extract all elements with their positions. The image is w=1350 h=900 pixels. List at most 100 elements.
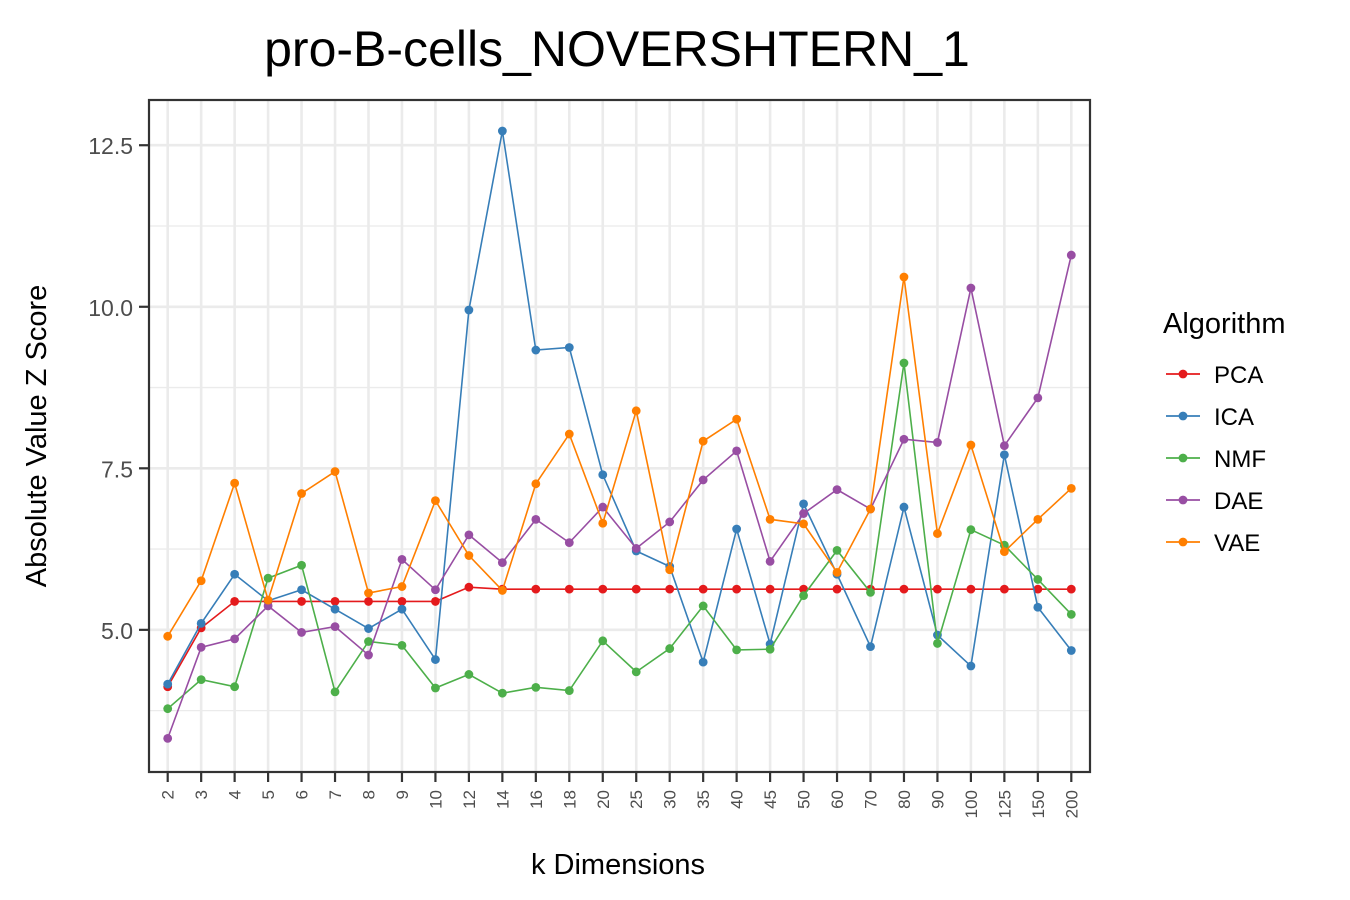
data-point bbox=[933, 529, 942, 538]
data-point bbox=[732, 524, 742, 534]
data-point bbox=[765, 514, 775, 524]
x-tick-label: 90 bbox=[928, 790, 947, 809]
plot-background bbox=[149, 100, 1090, 772]
data-point bbox=[966, 584, 976, 594]
data-point bbox=[732, 584, 742, 594]
data-point bbox=[866, 504, 875, 514]
data-point bbox=[196, 675, 206, 684]
data-point bbox=[1066, 609, 1076, 619]
data-point bbox=[598, 518, 608, 528]
data-point bbox=[999, 441, 1009, 451]
y-tick-label: 12.5 bbox=[88, 133, 133, 159]
data-point bbox=[732, 645, 742, 655]
data-point bbox=[631, 584, 641, 594]
data-point bbox=[431, 496, 440, 506]
x-tick-label: 6 bbox=[293, 790, 312, 799]
data-point bbox=[564, 686, 574, 695]
data-point bbox=[999, 547, 1009, 557]
data-point bbox=[230, 597, 240, 606]
data-point bbox=[799, 591, 808, 600]
data-point bbox=[263, 573, 273, 583]
data-point bbox=[1033, 514, 1043, 524]
data-point bbox=[531, 514, 541, 524]
data-point bbox=[431, 597, 440, 606]
data-point bbox=[431, 655, 440, 664]
x-tick-label: 7 bbox=[326, 790, 345, 799]
legend-label: NMF bbox=[1214, 446, 1266, 473]
data-point bbox=[163, 734, 173, 743]
data-point bbox=[1066, 646, 1076, 655]
data-point bbox=[464, 305, 474, 315]
data-point bbox=[163, 704, 173, 714]
y-tick-label: 5.0 bbox=[101, 618, 133, 644]
data-point bbox=[832, 545, 842, 555]
data-point bbox=[364, 650, 373, 660]
y-tick-label: 7.5 bbox=[101, 456, 133, 482]
series-line bbox=[166, 130, 1072, 685]
data-point bbox=[297, 597, 306, 606]
data-point bbox=[732, 446, 742, 456]
data-point bbox=[1033, 393, 1043, 403]
series-vae bbox=[163, 272, 1076, 641]
x-tick-label: 3 bbox=[192, 790, 211, 799]
y-axis: 5.0 7.5 10.0 12.5 bbox=[88, 133, 149, 644]
data-point bbox=[698, 584, 708, 594]
legend-key-point bbox=[1178, 411, 1188, 421]
legend-key-point bbox=[1178, 495, 1188, 505]
data-point bbox=[966, 661, 976, 671]
data-point bbox=[698, 475, 708, 485]
data-point bbox=[665, 565, 675, 575]
data-point bbox=[464, 670, 474, 679]
y-axis-label: Absolute Value Z Score bbox=[21, 285, 53, 588]
data-point bbox=[196, 642, 206, 652]
x-tick-label: 30 bbox=[661, 790, 680, 809]
data-point bbox=[497, 688, 507, 698]
x-tick-label: 80 bbox=[895, 790, 914, 809]
x-tick-label: 200 bbox=[1062, 790, 1081, 818]
data-point bbox=[1066, 584, 1076, 594]
x-tick-label: 10 bbox=[426, 790, 445, 809]
data-point bbox=[1066, 250, 1076, 260]
data-point bbox=[966, 440, 976, 450]
data-point bbox=[263, 595, 273, 605]
legend-item-pca: PCA bbox=[1166, 362, 1263, 389]
data-point bbox=[598, 470, 608, 480]
x-tick-label: 12 bbox=[460, 790, 479, 809]
legend: Algorithm PCA ICA NMF DAE VAE bbox=[1163, 308, 1286, 557]
x-tick-label: 18 bbox=[560, 790, 579, 809]
data-point bbox=[397, 597, 407, 606]
data-point bbox=[364, 624, 373, 633]
data-point bbox=[531, 479, 541, 489]
data-point bbox=[598, 636, 608, 646]
x-tick-label: 35 bbox=[694, 790, 713, 809]
data-point bbox=[899, 584, 909, 594]
legend-label: DAE bbox=[1214, 488, 1263, 515]
data-point bbox=[799, 519, 808, 529]
data-point bbox=[297, 489, 306, 498]
data-point bbox=[631, 544, 641, 553]
data-point bbox=[765, 556, 775, 566]
data-point bbox=[832, 567, 842, 577]
data-point bbox=[999, 584, 1009, 594]
data-point bbox=[230, 478, 240, 488]
data-point bbox=[497, 126, 507, 136]
data-point bbox=[899, 502, 909, 512]
data-point bbox=[966, 283, 976, 293]
data-point bbox=[163, 679, 173, 689]
data-point bbox=[866, 587, 875, 597]
data-point bbox=[431, 683, 440, 693]
x-tick-label: 45 bbox=[761, 790, 780, 809]
data-point bbox=[564, 429, 574, 439]
data-point bbox=[866, 642, 875, 652]
data-point bbox=[531, 584, 541, 594]
data-point bbox=[966, 525, 976, 535]
series-line bbox=[167, 586, 1072, 688]
x-tick-label: 70 bbox=[862, 790, 881, 809]
data-point bbox=[330, 467, 340, 476]
data-point bbox=[698, 436, 708, 446]
data-point bbox=[698, 657, 708, 667]
data-point bbox=[397, 640, 407, 650]
data-point bbox=[933, 584, 942, 594]
data-point bbox=[464, 582, 474, 592]
data-point bbox=[899, 358, 909, 368]
